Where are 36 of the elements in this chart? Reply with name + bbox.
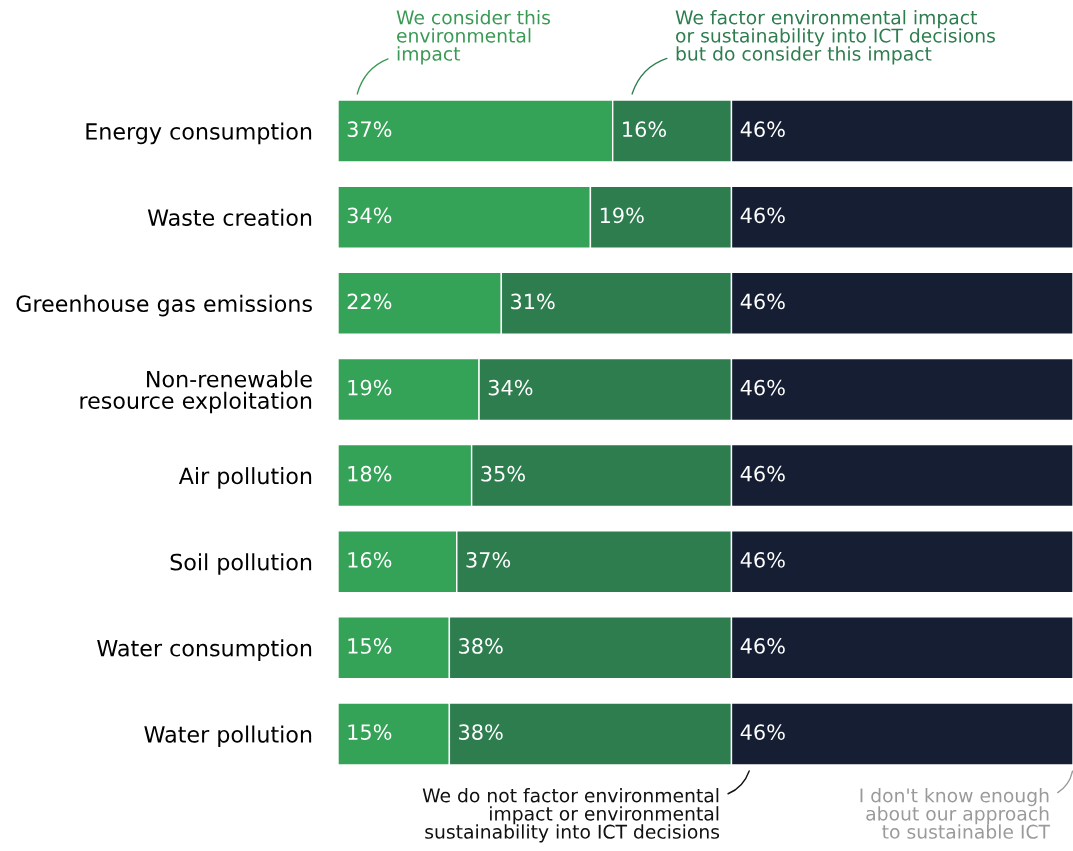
text: I don't know enough about our approach to sustainable ICT — [860, 788, 1051, 839]
data-label: 37% — [347, 121, 392, 138]
series-label: We factor environmental impact or sustainability into ICT decisions but do consider this impact — [675, 10, 995, 65]
data-label: 19% — [348, 379, 392, 396]
data-label: 18% — [348, 465, 392, 482]
data-label: 46% — [740, 551, 785, 568]
data-label: 35% — [481, 465, 525, 482]
data-label: 16% — [348, 551, 392, 568]
data-label: 46% — [740, 293, 785, 310]
data-label: 46% — [740, 207, 785, 224]
data-label: 22% — [347, 293, 392, 310]
y-tick-label: Water consumption — [97, 639, 312, 661]
data-label: 15% — [348, 724, 392, 740]
y-tick-label: Greenhouse gas emissions — [16, 294, 312, 317]
data-label: 46% — [740, 379, 785, 396]
y-tick-label: Water pollution — [144, 725, 312, 747]
y-tick-label: Air pollution — [178, 467, 312, 489]
data-label: 46% — [740, 121, 785, 138]
data-label: 34% — [488, 379, 533, 396]
data-label: 34% — [347, 207, 392, 224]
data-label: 19% — [600, 207, 644, 224]
data-label: 38% — [459, 724, 503, 740]
y-tick-label: Non-renewable resource exploitation — [80, 370, 312, 414]
data-label: 37% — [466, 551, 511, 568]
data-label: 31% — [511, 293, 555, 310]
data-label: 46% — [740, 465, 785, 482]
data-label: 16% — [623, 121, 667, 138]
y-tick-label: Soil pollution — [170, 553, 312, 575]
data-label: 38% — [459, 638, 503, 654]
y-tick-label: Waste creation — [147, 208, 312, 226]
data-label: 15% — [348, 638, 392, 654]
data-label: 46% — [740, 724, 785, 740]
series-label: We do not factor environmental impact or environmental sustainability into ICT decisions — [422, 788, 720, 843]
y-tick-label: Energy consumption — [86, 122, 312, 145]
data-label: 46% — [740, 638, 785, 654]
series-label: We consider this environmental impact — [396, 10, 550, 65]
